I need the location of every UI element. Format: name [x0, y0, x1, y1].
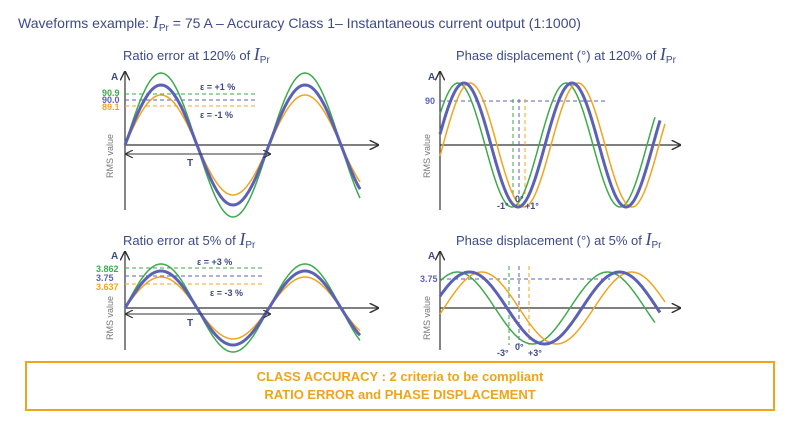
period-label: T	[187, 158, 193, 169]
phase-label-zero: 0°	[515, 342, 524, 352]
panel-ratio-5: A RMS value 3.862 3.75 3.637 ε = +3 % ε …	[96, 251, 378, 353]
class-accuracy-box: CLASS ACCURACY : 2 criteria to be compli…	[25, 361, 775, 411]
period-label: T	[187, 318, 193, 329]
phase-label-plus: +3°	[528, 348, 542, 358]
level-label-plus: 90.9	[102, 88, 120, 98]
level-label-minus: 89.1	[102, 102, 120, 112]
panel-title-ratio-120: Ratio error at 120% of IPr	[123, 44, 270, 66]
waveform-nominal	[438, 81, 662, 209]
panel-phase-120: A RMS value 90 -1° 0° +1°	[422, 72, 680, 211]
phase-label-minus: -1°	[497, 201, 509, 211]
level-label-minus: 3.637	[96, 282, 119, 292]
epsilon-minus-label: ε = -1 %	[200, 110, 233, 120]
level-label: 3.75	[420, 274, 438, 284]
phase-label-zero: 0°	[515, 194, 524, 204]
panel-title-phase-120: Phase displacement (°) at 120% of IPr	[456, 44, 676, 66]
waveform-plus	[124, 72, 361, 218]
epsilon-plus-label: ε = +1 %	[200, 82, 235, 92]
y-axis-label: RMS value	[422, 296, 432, 340]
ipr-symbol: IPr	[152, 12, 169, 34]
phase-label-minus: -3°	[497, 348, 509, 358]
page-title: Waveforms example: IPr = 75 A – Accuracy…	[18, 12, 581, 34]
panel-phase-5: A RMS value 3.75 -3° 0° +3°	[420, 251, 680, 358]
phase-label-plus: +1°	[525, 201, 539, 211]
epsilon-plus-label: ε = +3 %	[197, 257, 232, 267]
y-unit-label: A	[428, 72, 435, 83]
waveform-plus	[124, 263, 361, 353]
epsilon-minus-label: ε = -3 %	[210, 288, 243, 298]
y-unit-label: A	[428, 251, 435, 262]
waveform-lead	[439, 82, 656, 208]
waveform-lag	[439, 82, 666, 208]
level-label-nominal: 3.75	[96, 273, 114, 283]
y-axis-label: RMS value	[105, 134, 115, 178]
class-accuracy-line1: CLASS ACCURACY : 2 criteria to be compli…	[256, 369, 544, 384]
panel-title-phase-5: Phase displacement (°) at 5% of IPr	[456, 229, 662, 251]
y-unit-label: A	[111, 72, 118, 83]
waveform-nominal	[123, 269, 362, 347]
waveform-minus	[124, 94, 361, 196]
level-label-plus: 3.862	[96, 264, 119, 274]
y-unit-label: A	[111, 251, 118, 262]
waveform-minus	[124, 276, 361, 340]
waveform-nominal	[438, 270, 662, 346]
class-accuracy-line2: RATIO ERROR and PHASE DISPLACEMENT	[264, 387, 536, 402]
level-label-nominal: 90.0	[102, 95, 120, 105]
y-axis-label: RMS value	[105, 296, 115, 340]
title-suffix: = 75 A – Accuracy Class 1– Instantaneous…	[168, 15, 581, 31]
title-prefix: Waveforms example:	[18, 15, 153, 31]
waveform-nominal	[123, 83, 362, 207]
panel-ratio-120: A RMS value 90.9 90.0 89.1 ε = +1 % ε = …	[102, 72, 378, 218]
panel-title-ratio-5: Ratio error at 5% of IPr	[123, 229, 256, 251]
level-label: 90	[425, 96, 435, 106]
y-axis-label: RMS value	[422, 134, 432, 178]
